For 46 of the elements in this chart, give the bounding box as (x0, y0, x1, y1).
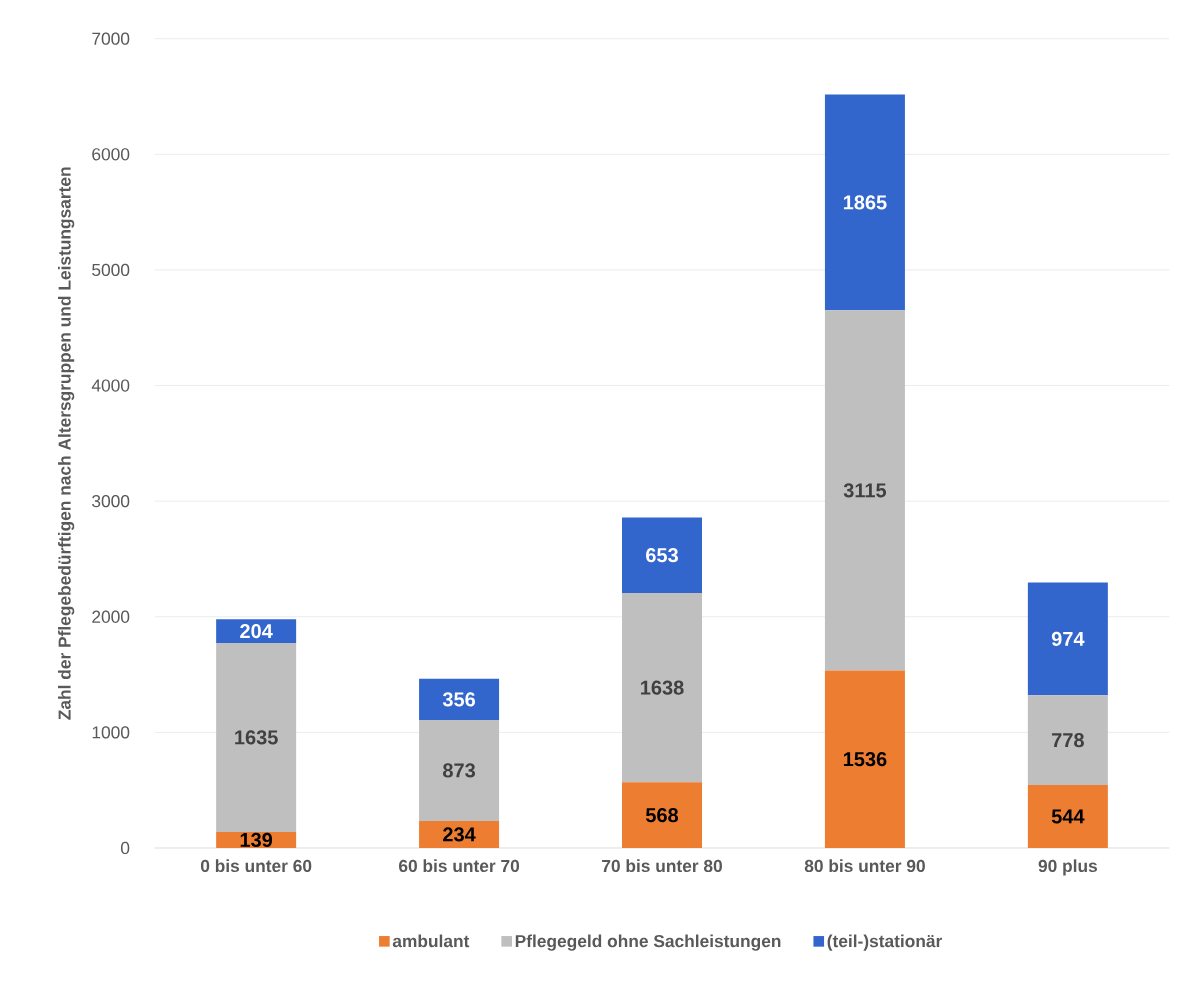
bar (622, 782, 702, 849)
bar (216, 643, 297, 833)
data-label: 544 (1051, 809, 1085, 824)
y-tick-label: 6000 (92, 148, 130, 161)
data-label: 778 (1052, 733, 1084, 748)
y-axis-title: Zahl der Pflegebedürftigen nach Altersgruppen und Leistungsarten (58, 167, 75, 720)
x-tick-label: 90 plus (1038, 859, 1097, 876)
bar (419, 679, 500, 721)
data-label: 1865 (843, 195, 887, 210)
y-tick-label: 3000 (92, 495, 130, 508)
data-label: 1635 (235, 730, 278, 745)
bar (216, 619, 297, 644)
legend-label: ambulant (392, 934, 470, 948)
bar (419, 720, 500, 822)
y-tick-label: 7000 (92, 32, 130, 45)
bar (1027, 582, 1108, 696)
data-label: 974 (1051, 631, 1085, 647)
bar (419, 821, 500, 849)
y-tick-label: 5000 (92, 263, 130, 277)
data-label: 1638 (641, 680, 684, 695)
bar (622, 517, 702, 594)
x-tick-label: 70 bis unter 80 (602, 859, 722, 873)
bar (824, 94, 905, 311)
data-label: 3115 (843, 483, 887, 498)
bar (824, 310, 905, 671)
data-label: 1536 (843, 752, 887, 767)
x-tick-label: 60 bis unter 70 (399, 859, 520, 873)
x-tick-label: 0 bis unter 60 (200, 859, 312, 873)
data-label: 356 (442, 692, 476, 707)
data-label: 568 (645, 808, 679, 823)
bar (1027, 785, 1108, 849)
y-tick-label: 0 (120, 842, 130, 855)
legend-label: (teil-)stationär (827, 934, 943, 951)
bar (1027, 695, 1108, 786)
data-label: 204 (240, 624, 273, 639)
data-label: 139 (240, 833, 273, 848)
legend-label: Pflegegeld ohne Sachleistungen (515, 934, 781, 951)
data-label: 873 (443, 763, 476, 778)
y-tick-label: 1000 (92, 726, 130, 739)
y-tick-label: 2000 (92, 610, 130, 624)
x-tick-label: 80 bis unter 90 (804, 859, 925, 873)
data-label: 653 (646, 548, 678, 563)
bar (622, 593, 702, 783)
data-label: 234 (443, 827, 476, 842)
y-tick-label: 4000 (91, 379, 130, 392)
bar (824, 670, 905, 849)
